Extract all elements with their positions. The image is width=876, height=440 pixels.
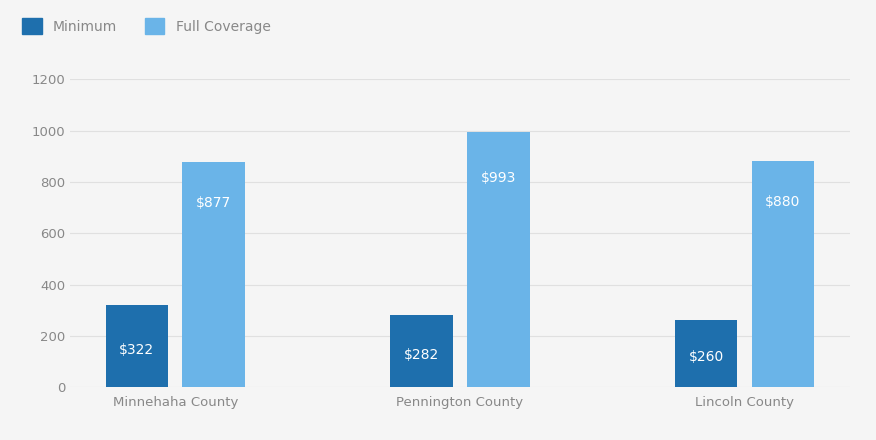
Text: $282: $282 [404, 348, 439, 362]
Text: $877: $877 [196, 196, 231, 209]
Legend: Minimum, Full Coverage: Minimum, Full Coverage [23, 18, 271, 34]
Bar [467, 132, 530, 387]
Text: $880: $880 [766, 195, 801, 209]
Bar [752, 161, 815, 387]
Bar [675, 320, 738, 387]
Bar [182, 162, 245, 387]
Bar [390, 315, 453, 387]
Text: $322: $322 [119, 343, 154, 357]
Text: $260: $260 [689, 350, 724, 364]
Text: $993: $993 [481, 171, 516, 185]
Bar [105, 304, 168, 387]
